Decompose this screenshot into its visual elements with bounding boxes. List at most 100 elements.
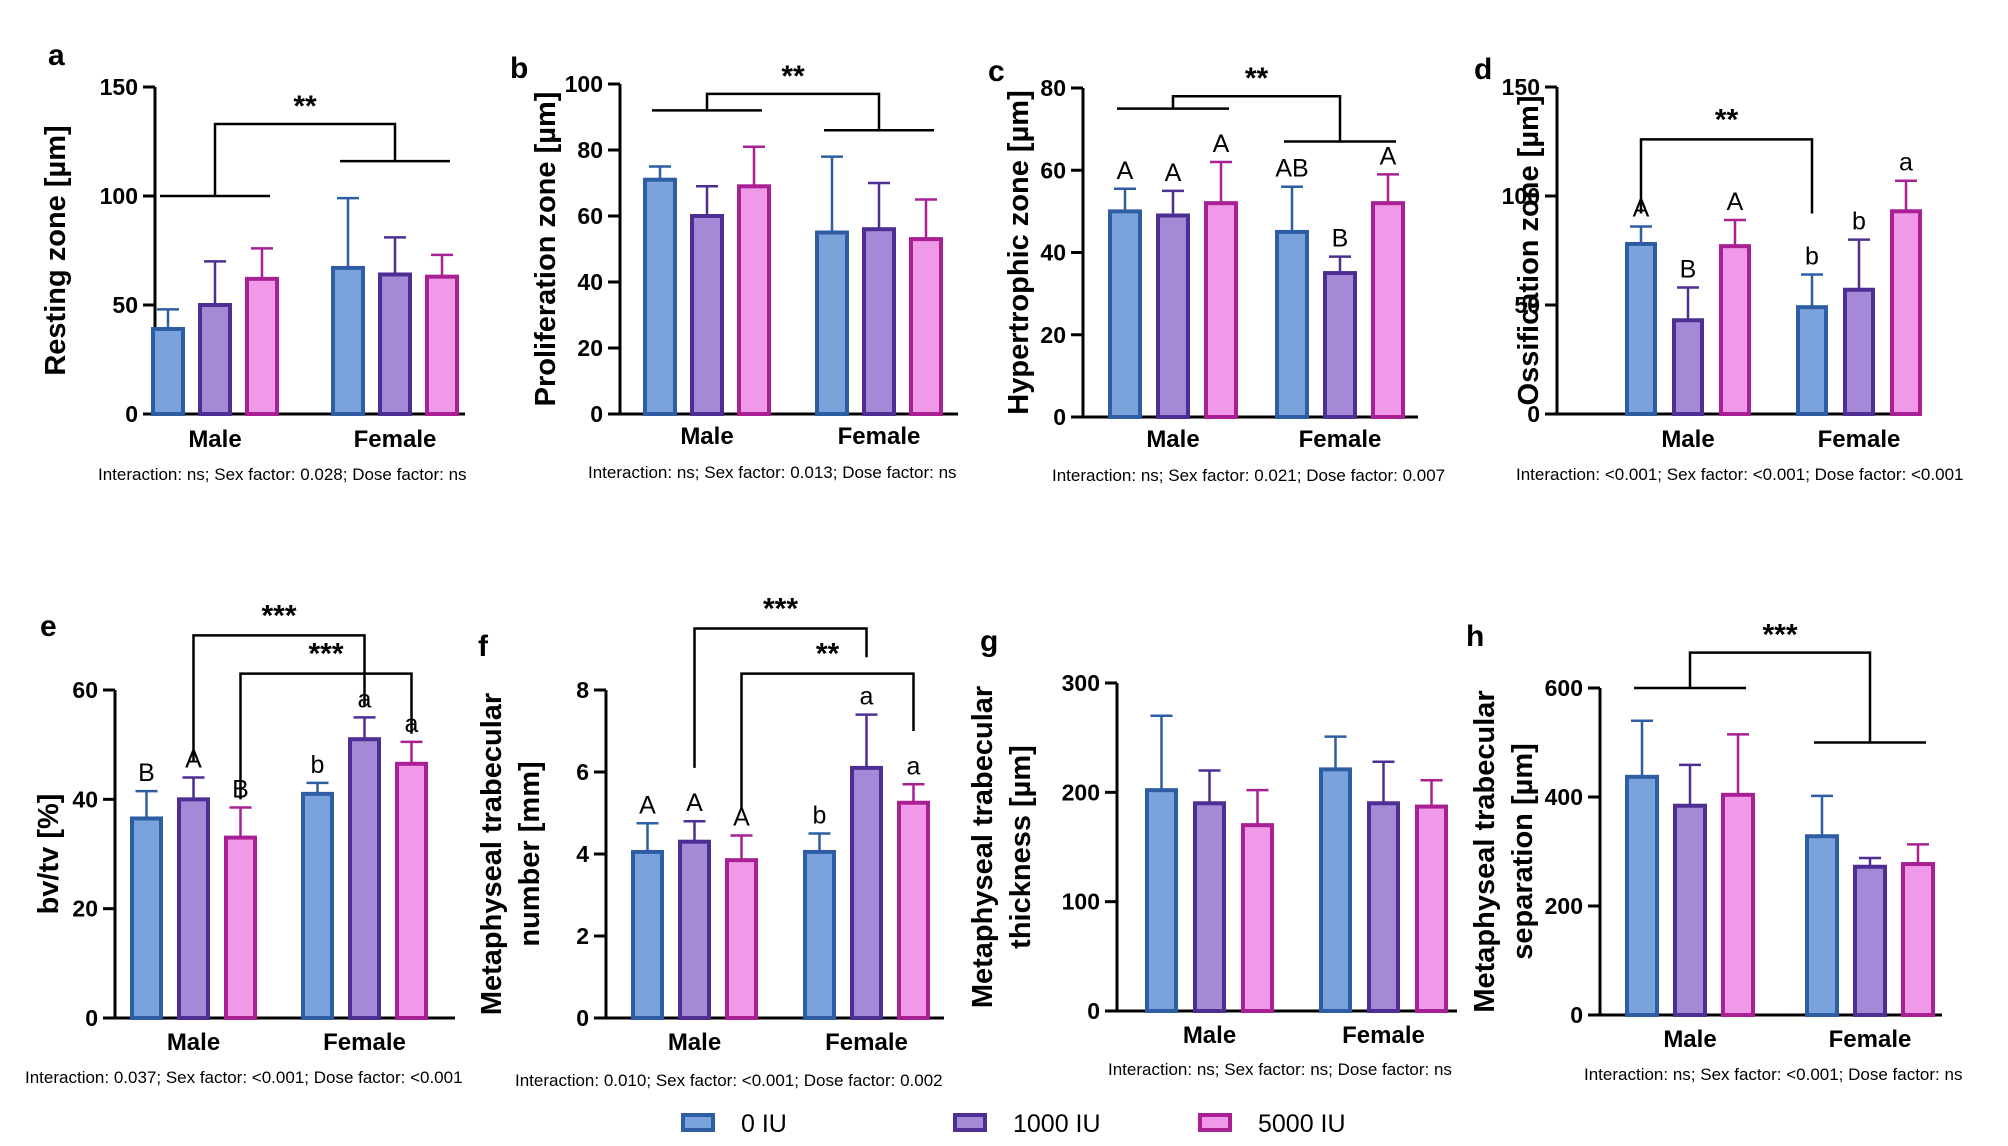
y-axis-title-line: Metaphyseal trabecular — [476, 693, 508, 1015]
significance-stars: *** — [308, 638, 343, 671]
significance-letter: a — [907, 752, 921, 780]
significance-letter: b — [1852, 208, 1866, 236]
y-axis-title: Hypertrophic zone [µm] — [1003, 90, 1035, 414]
bar-1000iu-female — [862, 227, 896, 416]
bar-1000iu-male — [1673, 803, 1707, 1017]
y-tick-label: 80 — [577, 137, 603, 163]
bar-5000iu-female — [425, 274, 459, 416]
stats-footnote: Interaction: <0.001; Sex factor: <0.001;… — [1516, 465, 1963, 484]
y-axis-title: Metaphyseal trabecular thickness [µm] — [967, 686, 1037, 1008]
y-tick-label: 40 — [72, 786, 98, 812]
x-category-label: Female — [1829, 1026, 1912, 1053]
y-axis-title-line: number [mm] — [514, 761, 546, 946]
significance-letter: b — [813, 802, 827, 830]
y-axis-title-line: Resting zone [µm] — [40, 125, 72, 375]
x-category-label: Male — [1146, 426, 1199, 453]
bar-0iu-male — [151, 326, 185, 417]
x-category-label: Female — [825, 1029, 908, 1056]
bar-0iu-female — [815, 230, 849, 416]
significance-stars: ** — [781, 60, 805, 93]
y-axis-title-line: thickness [µm] — [1005, 745, 1037, 949]
panel-label: d — [1474, 53, 1492, 86]
bar-1000iu-female — [1853, 864, 1887, 1018]
bar-1000iu-male — [198, 303, 232, 416]
legend-label: 0 IU — [741, 1110, 787, 1138]
legend-swatch-1000iu — [953, 1113, 987, 1132]
stats-footnote: Interaction: 0.037; Sex factor: <0.001; … — [25, 1068, 463, 1087]
panel-label: c — [988, 55, 1005, 88]
significance-letter: A — [1165, 159, 1182, 187]
significance-letter: A — [1380, 142, 1397, 170]
y-axis-title: Metaphyseal trabecular separation [µm] — [1469, 690, 1539, 1012]
significance-letter: b — [311, 751, 325, 779]
y-axis-title-line: Metaphyseal trabecular — [967, 686, 999, 1008]
significance-bracket — [705, 92, 881, 131]
bar-5000iu-female — [897, 800, 930, 1020]
bar-0iu-male — [643, 177, 677, 416]
panel-g: g 0 100 200 300 Metaphyseal trabecular thickne… — [967, 625, 1457, 1079]
y-tick-label: 8 — [576, 677, 589, 703]
bar-0iu-male — [1625, 241, 1657, 416]
significance-letter: b — [1805, 242, 1819, 270]
y-tick-label: 60 — [72, 677, 98, 703]
y-tick-label: 60 — [577, 203, 603, 229]
y-tick-label: 400 — [1545, 784, 1583, 810]
legend-label: 1000 IU — [1013, 1110, 1101, 1138]
y-axis-title-line: Hypertrophic zone [µm] — [1003, 90, 1035, 414]
x-category-label: Female — [354, 426, 437, 453]
bar-0iu-female — [331, 265, 365, 416]
bar-5000iu-male — [725, 858, 758, 1021]
y-tick-label: 50 — [112, 292, 138, 318]
y-tick-label: 0 — [1527, 401, 1540, 427]
y-axis-title: Proliferation zone [µm] — [530, 92, 562, 407]
legend-swatch-0iu — [681, 1113, 715, 1132]
stats-footnote: Interaction: 0.010; Sex factor: <0.001; … — [515, 1071, 943, 1090]
bar-0iu-male — [1625, 774, 1659, 1018]
bar-5000iu-male — [1719, 244, 1751, 416]
significance-letter: a — [860, 683, 874, 711]
significance-stars: ** — [1715, 103, 1739, 136]
y-tick-label: 40 — [577, 269, 603, 295]
stats-footnote: Interaction: ns; Sex factor: 0.013; Dose… — [588, 463, 957, 482]
x-category-label: Female — [1818, 426, 1901, 453]
y-tick-label: 20 — [72, 896, 98, 922]
x-category-label: Male — [668, 1029, 721, 1056]
significance-bracket — [1171, 94, 1342, 142]
significance-letter: B — [138, 759, 155, 787]
bar-1000iu-male — [177, 797, 210, 1020]
y-axis-title: Ossification zone [µm] — [1513, 96, 1545, 406]
y-tick-label: 0 — [1087, 998, 1100, 1024]
panel-a: a 0 50 100 150 Resting zone [µm] Male Female ** I… — [40, 39, 467, 484]
significance-letter: A — [733, 804, 750, 832]
bar-0iu-female — [1319, 767, 1352, 1014]
bar-0iu-male — [631, 849, 664, 1021]
y-tick-label: 6 — [576, 759, 589, 785]
y-tick-label: 0 — [1570, 1002, 1583, 1028]
significance-letter: AB — [1275, 155, 1308, 183]
significance-stars: ** — [293, 90, 317, 123]
bar-0iu-female — [1275, 229, 1309, 419]
significance-stars: *** — [261, 599, 296, 632]
significance-letter: a — [1899, 149, 1913, 177]
bar-1000iu-male — [690, 214, 724, 416]
significance-letter: A — [1213, 130, 1230, 158]
bar-5000iu-female — [1890, 209, 1922, 416]
significance-bracket — [239, 672, 413, 800]
y-axis-title: bv/tv [%] — [33, 794, 65, 915]
panel-label: e — [40, 610, 57, 643]
bar-1000iu-male — [1672, 318, 1704, 417]
bar-5000iu-female — [395, 761, 428, 1020]
x-category-label: Female — [323, 1029, 406, 1056]
bar-0iu-female — [1796, 305, 1828, 416]
y-tick-label: 4 — [576, 841, 589, 867]
x-category-label: Male — [1183, 1022, 1236, 1049]
panel-label: f — [478, 630, 489, 663]
significance-bracket — [740, 672, 915, 809]
y-tick-label: 200 — [1062, 779, 1100, 805]
y-tick-label: 150 — [100, 74, 138, 100]
bar-0iu-male — [1145, 788, 1178, 1013]
y-axis-title: Resting zone [µm] — [40, 125, 72, 375]
